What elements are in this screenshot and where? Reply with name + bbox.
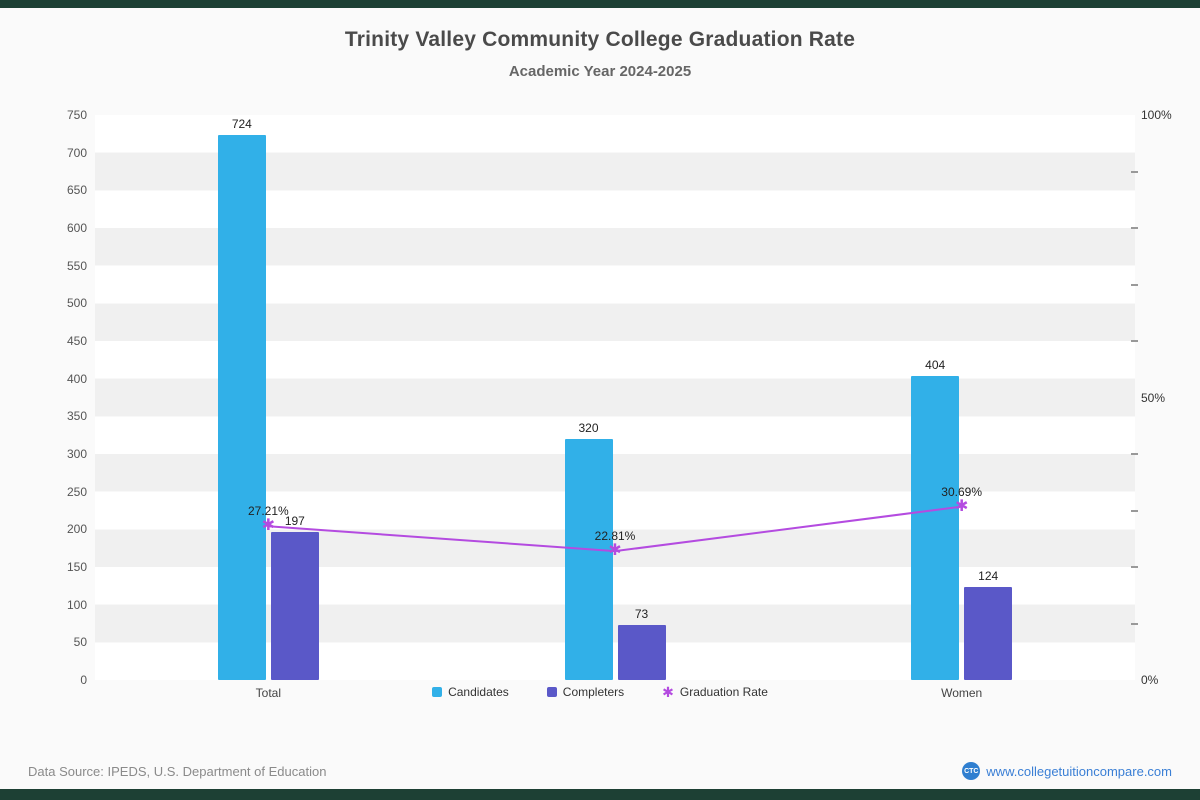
y-axis-tick-label: 550 xyxy=(66,258,87,273)
y-axis-tick-label: 150 xyxy=(66,560,87,574)
top-edge-strip xyxy=(0,0,1200,8)
right-axis-minor-tick xyxy=(1131,170,1138,173)
plot-area xyxy=(95,115,1135,680)
legend-label-completers: Completers xyxy=(562,685,625,699)
y-axis-tick-label: 600 xyxy=(66,221,87,235)
y-axis-tick-label: 300 xyxy=(66,447,87,461)
y-axis-tick-label: 450 xyxy=(66,334,87,348)
right-axis-minor-tick xyxy=(1131,227,1138,229)
site-url: www.collegetuitioncompare.com xyxy=(986,763,1172,779)
chart-title: Trinity Valley Community College Graduat… xyxy=(344,28,856,51)
legend: Candidates Completers ✱ Graduation Rate xyxy=(0,681,1200,703)
completers-bar[interactable] xyxy=(964,586,1013,680)
rate-point-marker-icon[interactable]: ✱ xyxy=(954,497,969,515)
right-axis-tick-label: 0% xyxy=(1141,673,1159,687)
bar-value-label: 197 xyxy=(284,513,305,528)
legend-item-candidates[interactable]: Candidates xyxy=(426,681,515,703)
legend-item-completers[interactable]: Completers xyxy=(540,681,631,703)
right-axis-tick-label: 100% xyxy=(1141,108,1172,122)
chart-subtitle: Academic Year 2024-2025 xyxy=(508,63,692,80)
legend-label-graduation-rate: Graduation Rate xyxy=(679,685,768,699)
x-axis-category-label: Total xyxy=(255,686,281,700)
completers-swatch-icon xyxy=(546,687,557,697)
ctc-logo-icon: CTC xyxy=(962,762,981,780)
bar-value-label: 124 xyxy=(978,568,999,583)
right-axis-minor-tick xyxy=(1131,622,1138,625)
data-source-note: Data Source: IPEDS, U.S. Department of E… xyxy=(28,764,327,779)
y-axis-tick-label: 400 xyxy=(66,371,87,386)
right-axis-minor-tick xyxy=(1131,566,1138,568)
rate-point-label: 22.81% xyxy=(594,529,636,544)
bar-value-label: 73 xyxy=(634,607,649,621)
right-axis-minor-tick xyxy=(1131,283,1138,286)
completers-bar[interactable] xyxy=(617,625,666,680)
rate-point-marker-icon[interactable]: ✱ xyxy=(261,517,276,535)
bottom-edge-strip xyxy=(0,789,1200,800)
rate-marker-icon: ✱ xyxy=(662,684,674,700)
candidates-swatch-icon xyxy=(432,687,443,697)
bar-value-label: 724 xyxy=(231,116,252,131)
right-axis-minor-tick xyxy=(1131,340,1138,342)
y-axis-tick-label: 750 xyxy=(66,108,87,122)
site-link[interactable]: CTC www.collegetuitioncompare.com xyxy=(962,762,1172,780)
y-axis-tick-label: 50 xyxy=(73,635,87,650)
x-axis-category-label: Women xyxy=(941,686,983,700)
y-axis-tick-label: 100 xyxy=(66,597,87,612)
y-axis-tick-label: 350 xyxy=(66,409,87,424)
y-axis-tick-label: 700 xyxy=(66,145,87,160)
right-axis-tick-label: 50% xyxy=(1141,390,1166,405)
legend-label-candidates: Candidates xyxy=(448,685,509,699)
y-axis-tick-label: 200 xyxy=(66,522,87,537)
bar-value-label: 320 xyxy=(578,420,599,435)
candidates-bar[interactable] xyxy=(564,438,613,680)
legend-item-graduation-rate[interactable]: ✱ Graduation Rate xyxy=(656,681,774,703)
y-axis-tick-label: 250 xyxy=(66,484,87,499)
right-axis-minor-tick xyxy=(1131,509,1138,512)
bar-value-label: 404 xyxy=(925,357,946,372)
right-axis-minor-tick xyxy=(1131,453,1138,455)
y-axis-tick-label: 500 xyxy=(66,296,87,311)
rate-point-marker-icon[interactable]: ✱ xyxy=(608,542,622,560)
candidates-bar[interactable] xyxy=(217,134,266,680)
graduation-rate-line xyxy=(268,505,962,553)
y-axis-tick-label: 650 xyxy=(66,183,87,198)
completers-bar[interactable] xyxy=(270,531,319,680)
candidates-bar[interactable] xyxy=(911,375,960,680)
rate-point-label: 30.69% xyxy=(941,484,982,499)
y-axis-tick-label: 0 xyxy=(80,673,87,687)
rate-point-label: 27.21% xyxy=(247,504,289,519)
